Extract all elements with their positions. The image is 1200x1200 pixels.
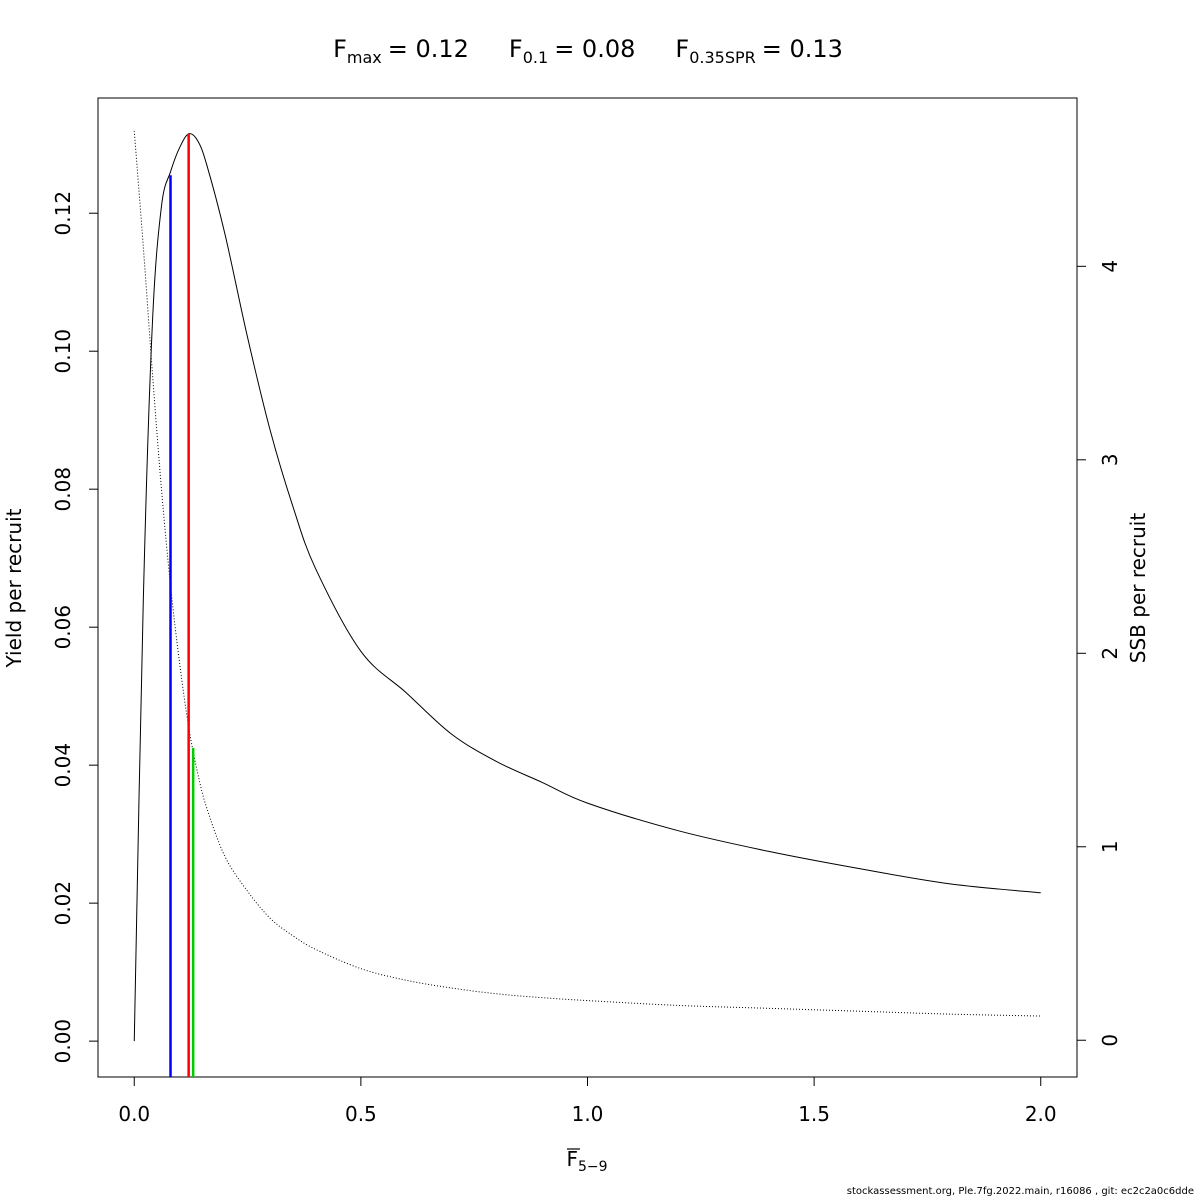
y-left-tick-label: 0.08 bbox=[51, 467, 75, 512]
x-tick-label: 0.5 bbox=[345, 1102, 377, 1126]
reference-lines bbox=[169, 133, 195, 1077]
y-left-tick-label: 0.02 bbox=[51, 881, 75, 926]
title-fspr-value: = 0.13 bbox=[762, 35, 843, 63]
y-axis-right-label: SSB per recruit bbox=[1126, 513, 1150, 664]
y-left-tick-label: 0.10 bbox=[51, 329, 75, 374]
y-left-tick-label: 0.12 bbox=[51, 191, 75, 236]
series-group bbox=[133, 130, 1041, 1042]
plot-frame bbox=[97, 97, 1078, 1078]
x-axis-label-symbol: F bbox=[566, 1147, 578, 1171]
title-fmax-symbol: F bbox=[333, 35, 347, 63]
y-right-tick-label: 3 bbox=[1098, 453, 1122, 466]
title-f01-symbol: F bbox=[509, 35, 523, 63]
ssb-per-recruit-curve bbox=[133, 130, 1041, 1017]
y-axis-left: 0.00 0.02 0.04 0.06 0.08 0.10 0.12 bbox=[51, 191, 99, 1064]
y-left-tick-label: 0.06 bbox=[51, 605, 75, 650]
footer-note: stockassessment.org, Ple.7fg.2022.main, … bbox=[846, 1186, 1194, 1197]
y-right-tick-label: 0 bbox=[1098, 1034, 1122, 1047]
y-axis-right: 0 1 2 3 4 bbox=[1076, 260, 1122, 1047]
yield-per-recruit-curve bbox=[133, 133, 1041, 1042]
title-fspr-sub: 0.35SPR bbox=[689, 48, 756, 67]
x-axis-label: F5−9 bbox=[566, 1147, 607, 1175]
y-right-tick-label: 2 bbox=[1098, 647, 1122, 660]
y-right-tick-label: 4 bbox=[1098, 260, 1122, 273]
y-left-tick-label: 0.04 bbox=[51, 743, 75, 788]
x-tick-label: 1.5 bbox=[798, 1102, 830, 1126]
x-tick-label: 1.0 bbox=[572, 1102, 604, 1126]
x-axis: 0.0 0.5 1.0 1.5 2.0 bbox=[118, 1076, 1057, 1126]
y-left-tick-label: 0.00 bbox=[51, 1019, 75, 1064]
title-fspr-symbol: F bbox=[675, 35, 689, 63]
chart-title: Fmax = 0.12 F0.1 = 0.08 F0.35SPR = 0.13 bbox=[333, 35, 843, 67]
title-f01-value: = 0.08 bbox=[554, 35, 635, 63]
y-axis-left-label: Yield per recruit bbox=[2, 508, 26, 668]
y-right-tick-label: 1 bbox=[1098, 840, 1122, 853]
title-fmax-sub: max bbox=[347, 48, 382, 67]
title-fmax-value: = 0.12 bbox=[388, 35, 469, 63]
x-axis-label-sub: 5−9 bbox=[578, 1159, 608, 1175]
x-tick-label: 2.0 bbox=[1025, 1102, 1057, 1126]
x-tick-label: 0.0 bbox=[118, 1102, 150, 1126]
title-f01-sub: 0.1 bbox=[523, 48, 548, 67]
